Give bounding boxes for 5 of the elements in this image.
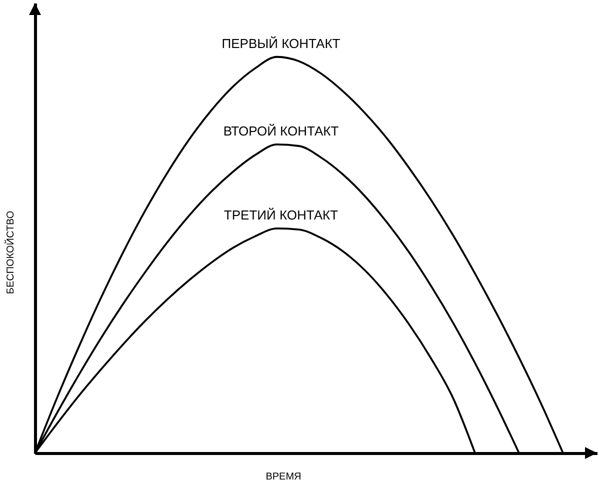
- x-axis-title: ВРЕМЯ: [266, 472, 302, 482]
- series-label: ВТОРОЙ КОНТАКТ: [223, 123, 339, 138]
- series-label: ТРЕТИЙ КОНТАКТ: [224, 207, 338, 222]
- series-label: ПЕРВЫЙ КОНТАКТ: [222, 36, 340, 51]
- y-axis-title: БЕСПОКОЙСТВО: [4, 210, 16, 294]
